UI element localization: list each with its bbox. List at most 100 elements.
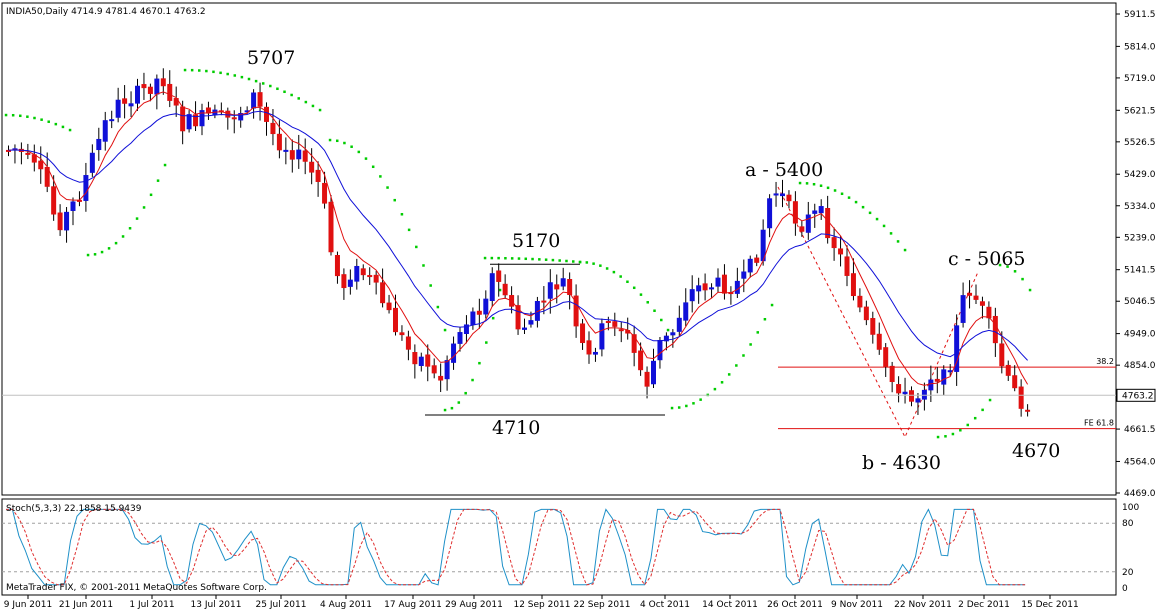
candle-body	[560, 278, 566, 287]
psar-dot	[219, 71, 222, 75]
candle-body	[934, 378, 940, 382]
psar-dot	[819, 184, 823, 187]
psar-dot	[1013, 270, 1017, 273]
psar-dot	[805, 182, 809, 185]
psar-dot	[371, 165, 375, 169]
candle-body	[760, 229, 766, 262]
moving-average-lines	[8, 91, 1029, 386]
candle-body	[128, 103, 134, 107]
candle-body	[928, 379, 934, 391]
candle-body	[805, 214, 811, 233]
psar-dot	[847, 196, 851, 199]
candle-body	[889, 365, 895, 383]
psar-dot	[619, 275, 622, 278]
candle-body	[399, 332, 405, 336]
candle-body	[960, 295, 966, 323]
candle-body	[657, 339, 663, 361]
psar-dot	[240, 75, 244, 79]
candle-body	[115, 99, 121, 118]
psar-dot	[538, 258, 541, 261]
candle-body	[792, 201, 798, 224]
candle-body	[818, 206, 824, 214]
psar-dot	[632, 286, 636, 290]
psar-dot	[646, 301, 649, 304]
candle-body	[186, 114, 192, 130]
candle-body	[747, 258, 753, 273]
candle-body	[173, 98, 179, 106]
psar-dot	[311, 104, 315, 108]
psar-dot	[1006, 265, 1009, 268]
price-tick-label: 4854.0	[1124, 361, 1156, 371]
psar-dot	[692, 402, 695, 405]
psar-dot	[812, 182, 816, 186]
price-tick-label: 5429.0	[1124, 170, 1156, 180]
date-tick-label: 1 Jul 2011	[129, 600, 174, 610]
psar-dot	[826, 186, 830, 190]
psar-dot	[149, 193, 153, 197]
time-axis: 9 Jun 2011 21 Jun 2011 1 Jul 2011 13 Jul 20…	[4, 595, 1079, 610]
psar-dot	[720, 381, 724, 384]
psar-dot	[531, 257, 534, 261]
psar-dot	[269, 84, 272, 88]
date-tick-label: 4 Oct 2011	[640, 600, 690, 610]
psar-dot	[11, 113, 15, 117]
candle-body	[393, 307, 398, 333]
psar-dot	[572, 260, 575, 263]
price-tick-label: 5334.0	[1124, 202, 1156, 212]
psar-dot	[19, 114, 22, 118]
candle-body	[631, 334, 637, 353]
candle-body	[347, 279, 353, 287]
psar-dot	[54, 122, 58, 126]
candle-body	[534, 300, 540, 321]
candle-body	[754, 257, 760, 263]
stoch-axis: 100 80 20 0	[1122, 503, 1139, 594]
price-tick-label: 4949.0	[1124, 330, 1156, 340]
candle-body	[992, 315, 998, 344]
stoch-tick-label: 80	[1122, 519, 1134, 529]
psar-dot	[121, 235, 125, 238]
psar-dot	[605, 267, 609, 270]
candle-body	[941, 369, 947, 385]
candle-body	[322, 182, 328, 204]
price-tick-label: 5911.5	[1124, 10, 1156, 20]
psar-dot	[283, 90, 286, 94]
psar-dot	[297, 97, 300, 100]
date-tick-label: 25 Jul 2011	[256, 600, 307, 610]
candle-body	[44, 166, 50, 187]
candle-body	[360, 268, 366, 276]
candle-body	[444, 360, 450, 380]
psar-dot	[742, 354, 745, 357]
candle-body	[580, 323, 586, 344]
price-tick-label: 5046.5	[1124, 297, 1156, 307]
psar-dot	[163, 163, 167, 167]
psar-dot	[936, 435, 940, 439]
candle-body	[1018, 386, 1024, 409]
psar-dot	[261, 82, 265, 85]
candle-body	[547, 282, 553, 299]
candle-body	[205, 107, 211, 114]
candle-body	[231, 117, 237, 120]
psar-dot	[882, 224, 886, 228]
symbol-header: INDIA50,Daily 4714.9 4781.4 4670.1 4763.…	[6, 7, 206, 17]
parabolic-sar-series	[4, 68, 1032, 439]
psar-dot	[386, 186, 389, 189]
psar-dot	[483, 256, 487, 260]
candle-body	[341, 274, 347, 289]
candle-body	[225, 110, 231, 118]
candle-body	[154, 78, 160, 95]
psar-dot	[457, 401, 461, 404]
psar-dot	[350, 145, 353, 148]
candle-body	[683, 302, 689, 321]
candle-body	[289, 150, 295, 160]
candle-body	[425, 354, 431, 367]
psar-dot	[450, 406, 454, 410]
psar-dot	[544, 258, 548, 261]
date-tick-label: 21 Jun 2011	[59, 600, 113, 610]
candle-body	[773, 193, 779, 196]
candle-body	[592, 351, 598, 355]
candle-body	[270, 122, 276, 135]
candle-body	[663, 335, 669, 342]
candle-body	[780, 193, 785, 197]
candle-body	[276, 133, 282, 151]
